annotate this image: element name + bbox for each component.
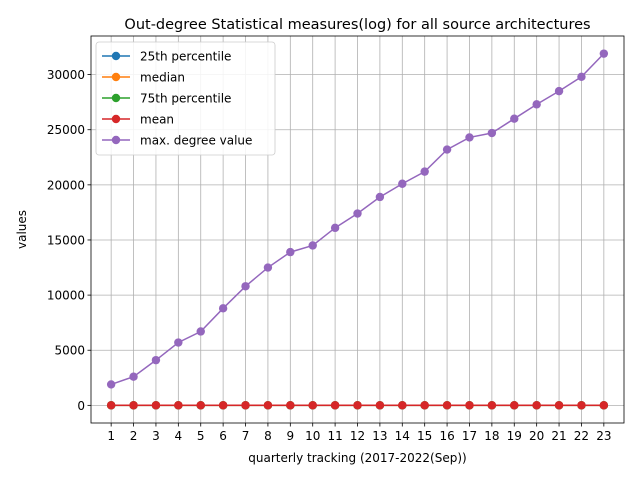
data-point [375,401,385,410]
legend-marker [111,72,121,82]
legend-label: median [140,71,185,85]
data-point [241,282,250,291]
data-point [151,401,161,410]
x-tick-label: 21 [551,429,566,443]
data-point [510,401,519,410]
x-tick-label: 1 [107,429,115,443]
data-point [106,380,116,389]
x-tick-label: 8 [264,429,272,443]
data-point [442,401,452,410]
legend-marker [111,114,121,124]
data-point [263,263,273,272]
data-point [196,401,205,410]
x-tick-label: 20 [529,429,544,443]
data-point [599,401,609,410]
y-axis-title: values [15,210,29,249]
data-point [286,401,295,410]
y-tick-label: 20000 [47,178,85,192]
data-point [308,401,317,410]
y-tick-label: 0 [77,399,85,413]
data-point [218,304,228,313]
data-point [241,401,250,410]
x-tick-label: 15 [417,429,432,443]
data-point [353,209,362,218]
data-point [577,72,586,81]
x-tick-label: 3 [152,429,160,443]
legend: 25th percentile median 75th percentile mean… [95,41,276,156]
data-point [218,401,228,410]
x-tick-label: 13 [372,429,387,443]
x-tick-label: 6 [219,429,227,443]
x-tick-label: 22 [574,429,589,443]
data-point [420,167,429,176]
x-tick-label: 16 [439,429,454,443]
x-tick-label: 12 [350,429,365,443]
data-point [174,401,183,410]
data-point [330,223,340,233]
x-tick-label: 5 [197,429,205,443]
data-point [353,401,362,410]
data-point [129,401,138,410]
data-point [398,179,407,188]
y-tick-label: 10000 [47,289,85,303]
data-point [129,372,138,381]
data-point [308,241,317,250]
x-tick-label: 14 [395,429,410,443]
data-point [599,49,609,58]
data-point [375,192,385,202]
x-tick-label: 19 [507,429,522,443]
data-point [398,401,407,410]
data-point [106,401,116,410]
data-point [420,401,429,410]
data-point [151,355,161,365]
x-axis-ticks: 1 2 3 4 5 6 7 8 9 10 11 12 13 14 15 16 17 18 19 20 21 22 23 [107,423,611,443]
data-point [577,401,586,410]
x-tick-label: 11 [327,429,342,443]
data-point [330,401,340,410]
legend-box [95,41,276,156]
y-tick-label: 15000 [47,233,85,247]
data-point [532,100,541,109]
legend-label: mean [140,113,174,127]
data-point [286,247,295,257]
legend-label: 25th percentile [140,50,231,64]
x-tick-label: 10 [305,429,320,443]
data-point [510,114,519,123]
x-tick-label: 23 [596,429,611,443]
data-point [554,86,564,96]
x-tick-label: 4 [175,429,183,443]
legend-label: 75th percentile [140,92,231,106]
chart-title: Out-degree Statistical measures(log) for… [124,17,590,33]
legend-label: max. degree value [140,134,252,148]
data-point [554,401,564,410]
x-tick-label: 17 [462,429,477,443]
y-tick-label: 5000 [54,344,85,358]
y-tick-label: 25000 [47,123,85,137]
data-point [487,128,497,138]
legend-marker [111,51,121,61]
data-point [487,401,497,410]
x-tick-label: 18 [484,429,499,443]
x-axis-title: quarterly tracking (2017-2022(Sep)) [248,451,466,465]
legend-marker [111,135,121,145]
data-point [442,145,452,154]
y-tick-label: 30000 [47,68,85,82]
x-tick-label: 2 [130,429,138,443]
x-tick-label: 9 [286,429,294,443]
data-point [465,401,474,410]
data-point [263,401,273,410]
y-axis-ticks: 0 5000 10000 15000 20000 25000 30000 [47,68,91,413]
legend-marker [111,93,121,103]
series-layer [106,49,609,410]
x-tick-label: 7 [242,429,250,443]
data-point [196,327,205,336]
data-point [532,401,541,410]
data-point [465,133,474,142]
data-point [174,338,183,347]
